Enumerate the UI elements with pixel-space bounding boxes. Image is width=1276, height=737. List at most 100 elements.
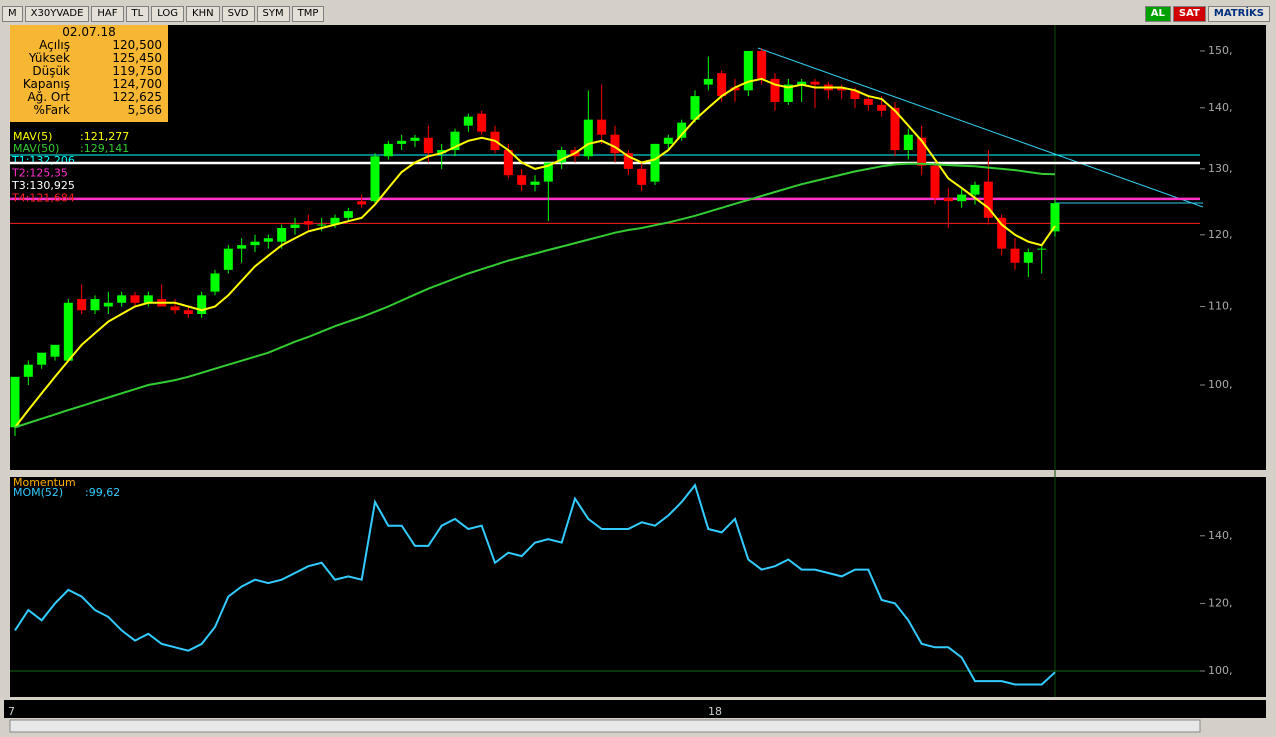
candle-body bbox=[997, 217, 1007, 249]
candle-body bbox=[677, 122, 687, 138]
time-axis bbox=[4, 700, 1266, 718]
y-tick-label: 130, bbox=[1208, 162, 1233, 175]
candle-body bbox=[463, 116, 473, 126]
legend-value: :121,277 bbox=[80, 130, 129, 143]
legend-name: MAV(50) bbox=[13, 142, 59, 155]
info-label: Ağ. Ort bbox=[27, 90, 70, 104]
time-label: 7 bbox=[8, 705, 15, 718]
toolbar-button[interactable]: X30YVADE bbox=[24, 6, 90, 22]
info-row: Ağ. Ort 122,625 bbox=[10, 91, 168, 104]
candle-body bbox=[23, 364, 33, 377]
candle-body bbox=[943, 197, 953, 202]
candle-body bbox=[517, 175, 527, 185]
candle-body bbox=[130, 295, 140, 303]
candle-body bbox=[970, 184, 980, 195]
toolbar-button[interactable]: KHN bbox=[186, 6, 220, 22]
candle-body bbox=[383, 143, 393, 157]
candle-body bbox=[343, 211, 353, 218]
candle-body bbox=[930, 165, 940, 198]
candle-body bbox=[903, 134, 913, 151]
sell-button[interactable]: SAT bbox=[1172, 6, 1206, 22]
price-plot bbox=[10, 25, 1200, 470]
buy-button[interactable]: AL bbox=[1144, 6, 1171, 22]
toolbar-button[interactable]: SYM bbox=[256, 6, 290, 22]
legend-value: :99,62 bbox=[85, 486, 120, 499]
momentum-plot bbox=[10, 477, 1200, 697]
candle-body bbox=[770, 78, 780, 102]
candle-body bbox=[250, 241, 260, 246]
panel-title: Momentum bbox=[13, 476, 76, 489]
info-label: %Fark bbox=[33, 103, 70, 117]
candle-body bbox=[757, 50, 767, 79]
candle-body bbox=[797, 81, 807, 85]
candle-body bbox=[37, 352, 47, 365]
y-tick-label: 110, bbox=[1208, 299, 1233, 312]
candle-body bbox=[877, 104, 887, 111]
candle-body bbox=[303, 221, 313, 225]
candle-body bbox=[610, 134, 620, 154]
candle-body bbox=[357, 201, 367, 205]
candle-body bbox=[663, 137, 673, 144]
scrollbar[interactable] bbox=[9, 719, 1201, 733]
info-value: 120,500 bbox=[112, 38, 162, 52]
candle-body bbox=[117, 295, 127, 303]
candle-body bbox=[810, 81, 820, 85]
legend-value: :129,141 bbox=[80, 142, 129, 155]
brand: MATRİKS bbox=[1207, 6, 1270, 22]
candle-body bbox=[197, 295, 207, 315]
candle-body bbox=[397, 140, 407, 144]
candle-body bbox=[597, 119, 607, 135]
y-tick-label: 150, bbox=[1208, 44, 1233, 57]
toolbar-button[interactable]: M bbox=[2, 6, 23, 22]
candle-body bbox=[423, 137, 433, 154]
candle-body bbox=[530, 181, 540, 185]
candle-body bbox=[477, 113, 487, 132]
toolbar-button[interactable]: HAF bbox=[91, 6, 124, 22]
info-row: Yüksek 125,450 bbox=[10, 52, 168, 65]
y-tick-label: 140, bbox=[1208, 529, 1233, 542]
candle-body bbox=[370, 156, 380, 202]
series-line bbox=[14, 162, 1056, 429]
info-value: 5,566 bbox=[127, 103, 162, 117]
candle-body bbox=[277, 227, 287, 242]
candle-body bbox=[10, 376, 20, 428]
candle-body bbox=[983, 181, 993, 218]
candle-body bbox=[410, 137, 420, 141]
candle-body bbox=[63, 302, 73, 361]
info-label: Düşük bbox=[32, 64, 70, 78]
toolbar: M X30YVADE HAF TL LOG KHN SVD SYM TMP AL SAT MATRİK… bbox=[2, 6, 1272, 22]
legend-name: MOM(52) bbox=[13, 486, 63, 499]
candle-body bbox=[557, 150, 567, 163]
info-row: Düşük 119,750 bbox=[10, 65, 168, 78]
candle-body bbox=[957, 194, 967, 202]
level-label: T4:121,684 bbox=[11, 192, 75, 205]
toolbar-button[interactable]: TMP bbox=[291, 6, 325, 22]
candle-body bbox=[1037, 248, 1047, 250]
candle-body bbox=[837, 87, 847, 91]
candle-body bbox=[730, 87, 740, 91]
candle-body bbox=[50, 344, 60, 357]
candle-body bbox=[703, 78, 713, 85]
info-value: 119,750 bbox=[112, 64, 162, 78]
candle-body bbox=[783, 84, 793, 102]
candle-body bbox=[450, 131, 460, 151]
toolbar-button[interactable]: SVD bbox=[221, 6, 255, 22]
candle-body bbox=[917, 137, 927, 166]
toolbar-button[interactable]: LOG bbox=[151, 6, 185, 22]
candle-body bbox=[263, 238, 273, 242]
info-row: %Fark 5,566 bbox=[10, 104, 168, 117]
level-label: T2:125,35 bbox=[11, 167, 68, 180]
toolbar-button[interactable]: TL bbox=[125, 6, 150, 22]
candle-body bbox=[77, 299, 87, 311]
candle-body bbox=[237, 245, 247, 249]
candle-body bbox=[863, 99, 873, 105]
time-label: 18 bbox=[708, 705, 722, 718]
date: 02.07.18 bbox=[62, 25, 116, 39]
candle-body bbox=[223, 248, 233, 270]
candle-body bbox=[637, 168, 647, 185]
momentum-axis bbox=[1200, 477, 1266, 697]
candle-body bbox=[850, 90, 860, 100]
y-tick-label: 120, bbox=[1208, 228, 1233, 241]
candle-body bbox=[543, 162, 553, 182]
